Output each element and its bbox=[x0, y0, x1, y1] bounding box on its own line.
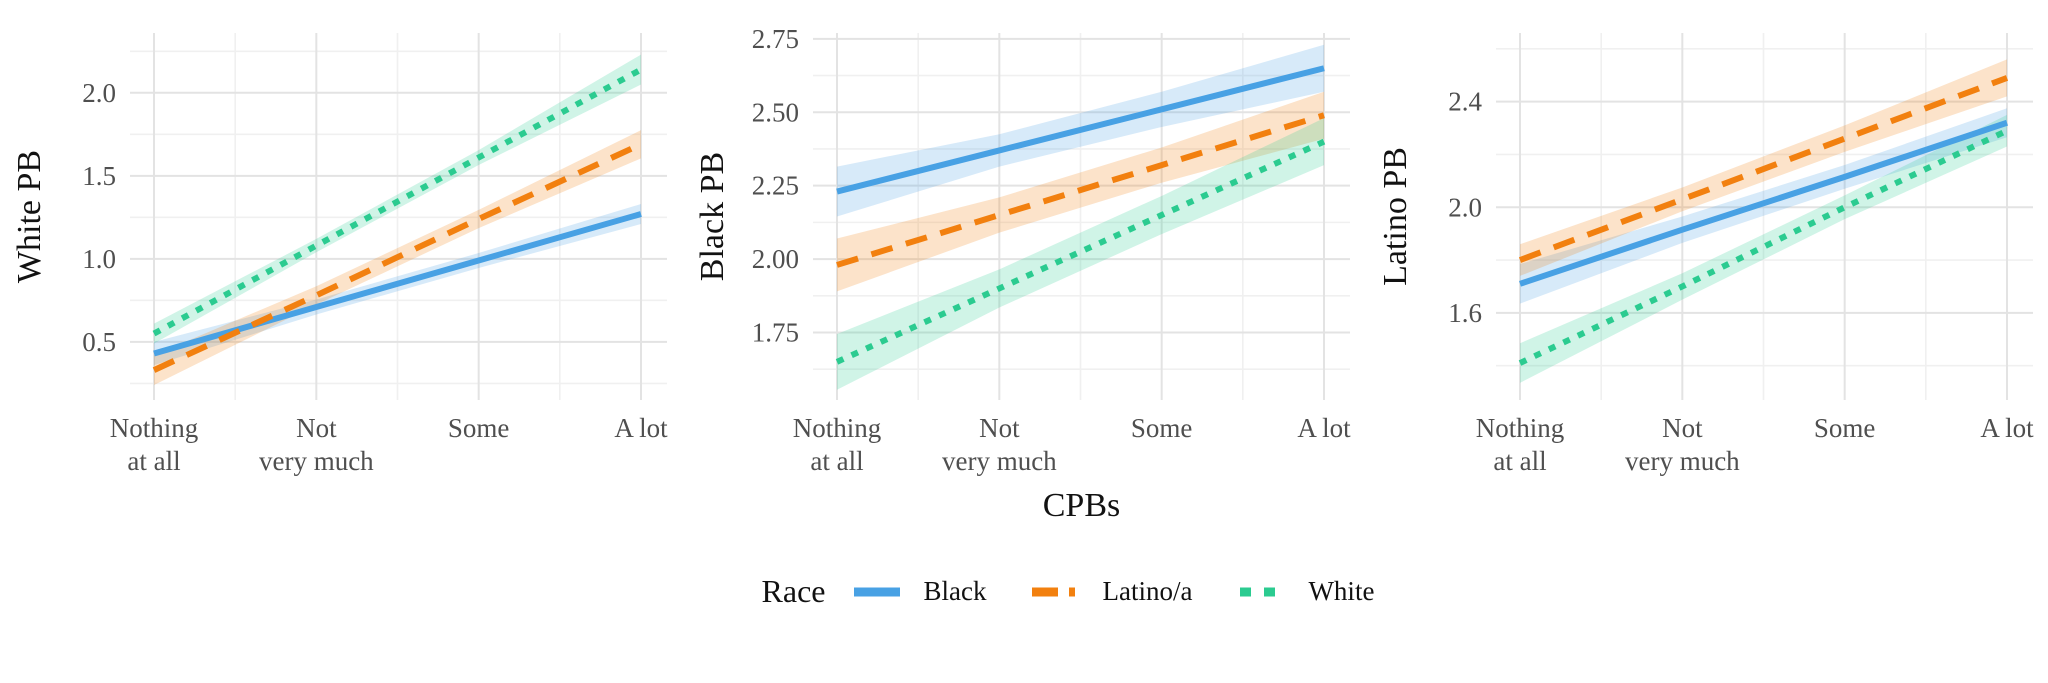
svg-text:2.00: 2.00 bbox=[752, 244, 799, 274]
svg-text:Black PB: Black PB bbox=[694, 152, 731, 281]
svg-text:2.0: 2.0 bbox=[1448, 192, 1482, 222]
svg-text:Not: Not bbox=[1662, 413, 1703, 443]
legend-label-white: White bbox=[1308, 576, 1375, 606]
svg-text:1.6: 1.6 bbox=[1448, 298, 1482, 328]
svg-text:2.75: 2.75 bbox=[752, 24, 799, 54]
chart-block-latino-pb: 1.6 2.0 2.4 Nothing at all Not very much Some A … bbox=[1366, 0, 2048, 545]
legend-item-latino: Latino/a bbox=[1030, 576, 1192, 607]
svg-text:CPBs: CPBs bbox=[1043, 487, 1121, 524]
svg-text:very much: very much bbox=[942, 446, 1057, 476]
svg-text:Some: Some bbox=[448, 413, 510, 443]
svg-text:at all: at all bbox=[1493, 446, 1546, 476]
svg-text:A lot: A lot bbox=[1980, 413, 2034, 443]
svg-text:very much: very much bbox=[259, 446, 374, 476]
svg-text:at all: at all bbox=[810, 446, 863, 476]
svg-text:1.0: 1.0 bbox=[82, 244, 116, 274]
svg-text:2.4: 2.4 bbox=[1448, 87, 1482, 117]
svg-text:very much: very much bbox=[1625, 446, 1740, 476]
svg-text:A lot: A lot bbox=[614, 413, 668, 443]
svg-text:at all: at all bbox=[127, 446, 180, 476]
svg-text:A lot: A lot bbox=[1297, 413, 1351, 443]
legend-label-black: Black bbox=[923, 576, 987, 606]
legend-item-white: White bbox=[1236, 576, 1374, 607]
legend-title: Race bbox=[761, 573, 826, 609]
svg-text:0.5: 0.5 bbox=[82, 327, 116, 357]
svg-text:Latino PB: Latino PB bbox=[1377, 147, 1414, 286]
svg-text:Nothing: Nothing bbox=[110, 413, 199, 443]
legend-label-latino: Latino/a bbox=[1102, 576, 1193, 606]
svg-text:Some: Some bbox=[1814, 413, 1876, 443]
svg-text:2.0: 2.0 bbox=[82, 78, 116, 108]
chart-block-white-pb: 0.5 1.0 1.5 2.0 Nothing at all Not very much Som… bbox=[0, 0, 683, 545]
svg-text:2.50: 2.50 bbox=[752, 97, 799, 127]
svg-text:White PB: White PB bbox=[11, 150, 48, 283]
svg-text:Not: Not bbox=[296, 413, 337, 443]
charts-row: 0.5 1.0 1.5 2.0 Nothing at all Not very much Som… bbox=[0, 0, 2048, 545]
white-dotted-key-icon bbox=[1240, 587, 1285, 596]
svg-text:Nothing: Nothing bbox=[1476, 413, 1565, 443]
legend-item-black: Black bbox=[852, 576, 987, 607]
svg-text:1.75: 1.75 bbox=[752, 317, 799, 347]
svg-text:1.5: 1.5 bbox=[82, 161, 116, 191]
svg-text:Not: Not bbox=[979, 413, 1020, 443]
latino-dashed-key-icon bbox=[1032, 587, 1079, 596]
chart-block-black-pb: 1.75 2.00 2.25 2.50 2.75 Nothing at all Not very… bbox=[683, 0, 1366, 545]
race-legend: Race Black Latino/a White bbox=[66, 573, 2048, 610]
svg-text:Nothing: Nothing bbox=[793, 413, 882, 443]
black-line-key-icon bbox=[853, 587, 900, 596]
svg-text:2.25: 2.25 bbox=[752, 171, 799, 201]
svg-text:Some: Some bbox=[1131, 413, 1193, 443]
